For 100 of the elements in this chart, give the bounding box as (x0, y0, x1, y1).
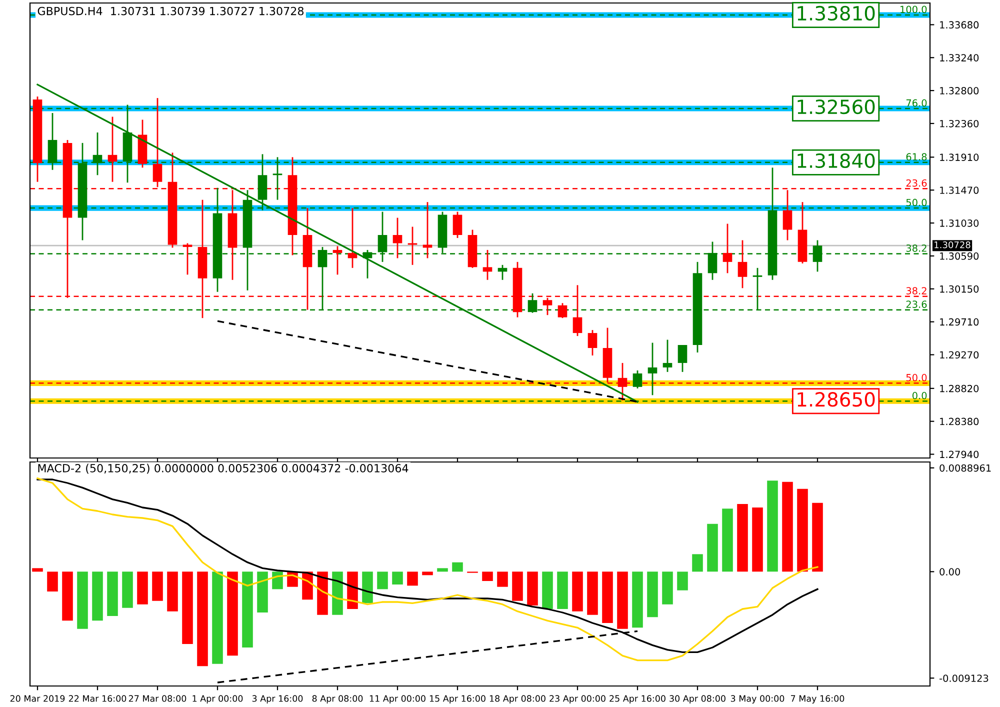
y-tick-label: 1.28380 (940, 418, 979, 426)
bar (332, 572, 343, 615)
candlestick (722, 223, 732, 274)
bar (137, 572, 148, 604)
y-tick-label: 1.32800 (940, 87, 979, 94)
annotation: 50.0 (906, 198, 927, 206)
candlestick (662, 339, 672, 373)
candlestick (678, 344, 688, 373)
bar (632, 572, 643, 628)
annotation: 23.6 (906, 300, 927, 308)
x-tick-label: 27 Mar 08:00 (128, 695, 186, 702)
bar (752, 508, 763, 572)
bar (767, 480, 778, 572)
bar (347, 572, 358, 609)
ref-line-label: 1.28650 (798, 392, 875, 407)
bar (392, 572, 403, 584)
x-tick-label: 22 Mar 16:00 (68, 695, 126, 702)
candlestick (482, 249, 492, 281)
bar (167, 572, 178, 612)
bar (452, 562, 463, 572)
annotation: 0.0 (912, 392, 927, 400)
annotation: 76.0 (906, 99, 927, 107)
bar (377, 572, 388, 590)
x-tick-label: 7 May 16:00 (791, 695, 844, 704)
x-tick-label: 11 Apr 00:00 (370, 695, 426, 704)
x-tick-label: 20 Mar 2019 (10, 695, 65, 702)
ref-line-label: 1.33810 (798, 6, 875, 21)
chart-title: MACD-2 (50,150,25) 0.0000000 0.0052306 0.0004372 -0.0013064 (38, 464, 408, 474)
bar (812, 502, 823, 572)
bar (152, 572, 163, 601)
y-tick-label: 0.0088961 (940, 464, 991, 472)
y-tick-label: 1.31910 (940, 154, 979, 161)
bar (512, 572, 523, 601)
chart-title: GBPUSD.H4 1.30731 1.30739 1.30727 1.30728 (38, 6, 304, 16)
x-tick-label: 3 Apr 16:00 (252, 695, 303, 704)
candlestick (648, 342, 658, 396)
bar (272, 572, 283, 590)
annotation: 100.0 (900, 6, 927, 14)
bar (737, 504, 748, 572)
annotation: 38.2 (906, 244, 926, 252)
annotation: 38.2 (906, 287, 926, 294)
y-tick-label: 1.33680 (940, 21, 979, 29)
y-tick-label: -0.009123 (940, 674, 988, 682)
x-tick-label: 3 May 00:00 (730, 695, 784, 704)
annotation: 50.0 (906, 374, 927, 382)
y-tick-label: 1.31030 (940, 219, 979, 227)
x-tick-label: 30 Apr 08:00 (670, 695, 726, 704)
bar (782, 482, 793, 572)
candlestick (498, 264, 508, 281)
candlestick (452, 211, 462, 239)
bar (497, 572, 508, 587)
bar (242, 572, 253, 648)
bar (587, 572, 598, 615)
y-tick-label: 1.30150 (940, 285, 979, 293)
y-tick-label: 1.28820 (940, 384, 979, 392)
candlestick (588, 329, 598, 356)
bar (47, 572, 58, 592)
bar (617, 572, 628, 629)
bar (362, 572, 373, 604)
bar (542, 572, 553, 609)
y-tick-label: 1.30590 (940, 252, 979, 260)
bar (317, 572, 328, 615)
x-tick-label: 8 Apr 08:00 (312, 695, 363, 704)
bar (422, 572, 433, 576)
bar (77, 572, 88, 629)
bar (92, 572, 103, 621)
candlestick (108, 116, 118, 183)
bar (122, 572, 133, 608)
bar (62, 572, 73, 621)
bar (482, 572, 493, 581)
ref-line-label: 1.30728 (934, 241, 970, 248)
annotation: 23.6 (906, 179, 927, 187)
bar (257, 572, 268, 612)
bar (32, 568, 43, 572)
bar (677, 572, 688, 590)
candlestick (182, 242, 192, 276)
bar (662, 572, 673, 604)
x-tick-label: 25 Apr 16:00 (610, 695, 666, 704)
bar (212, 572, 223, 664)
annotation: 61.8 (906, 153, 927, 161)
candlestick (558, 302, 568, 319)
y-tick-label: 1.31470 (940, 186, 979, 194)
bar (722, 508, 733, 572)
bar (557, 572, 568, 609)
candlestick (332, 246, 342, 276)
y-tick-label: 1.29710 (940, 318, 979, 326)
y-tick-label: 1.32360 (940, 120, 979, 128)
candlestick (738, 240, 748, 289)
bar (572, 572, 583, 612)
y-tick-label: 1.29270 (940, 351, 979, 359)
ref-line-label: 1.32560 (798, 99, 875, 114)
x-tick-label: 1 Apr 00:00 (192, 695, 243, 704)
bar (647, 572, 658, 618)
x-tick-label: 18 Apr 08:00 (490, 695, 546, 704)
bar (407, 572, 418, 586)
bar (707, 524, 718, 572)
ref-line-label: 1.31840 (798, 153, 875, 168)
bar (107, 572, 118, 616)
bar (527, 572, 538, 606)
bar (182, 572, 193, 644)
